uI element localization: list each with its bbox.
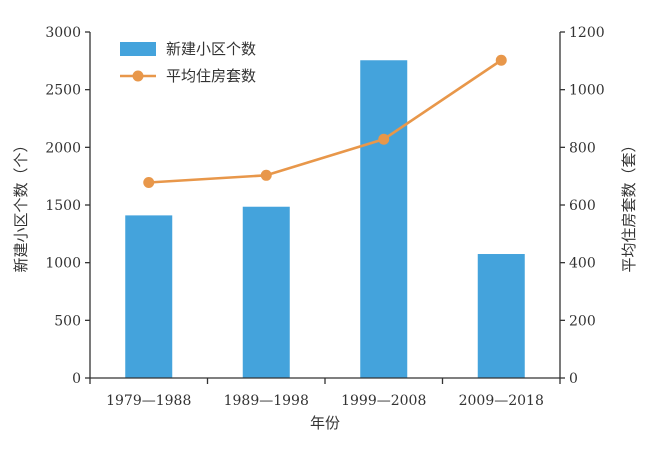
legend-line-label: 平均住房套数 [166,67,256,85]
legend-bar-swatch [120,42,156,56]
legend-line-marker [132,70,144,82]
left-tick-label: 500 [54,313,81,329]
line-point-3 [378,133,390,145]
line-series [143,54,507,189]
x-tick-label: 2009—2018 [459,393,544,409]
line-point-1 [143,177,155,189]
line-point-4 [495,54,507,66]
right-tick-label: 1000 [569,83,605,99]
x-tick-label: 1979—1988 [106,393,191,409]
right-axis-title: 平均住房套数（套） [620,137,638,272]
left-tick-label: 2500 [45,83,81,99]
right-tick-label: 400 [569,256,596,272]
right-tick-label: 800 [569,140,596,156]
x-tick-label: 1999—2008 [341,393,426,409]
bar-3 [360,60,408,379]
bar-series [125,60,525,379]
left-tick-label: 1000 [45,256,81,272]
left-tick-label: 0 [72,371,81,387]
bar-1 [125,215,173,378]
right-tick-label: 200 [569,313,596,329]
legend-bar-label: 新建小区个数 [166,40,256,58]
x-axis-title: 年份 [310,414,340,432]
left-tick-label: 2000 [45,140,81,156]
left-tick-label: 3000 [45,25,81,41]
axes: 0 500 1000 1500 2000 2500 3000 0 200 400 600 800 100… [12,25,638,432]
right-tick-label: 1200 [569,25,605,41]
right-tick-label: 600 [569,198,596,214]
bar-4 [477,254,525,378]
bar-2 [242,206,290,378]
line-point-2 [260,169,272,181]
left-tick-label: 1500 [45,198,81,214]
right-tick-label: 0 [569,371,578,387]
left-axis-title: 新建小区个数（个） [12,137,30,272]
series-line [148,59,502,184]
x-tick-label: 1989—1998 [224,393,309,409]
